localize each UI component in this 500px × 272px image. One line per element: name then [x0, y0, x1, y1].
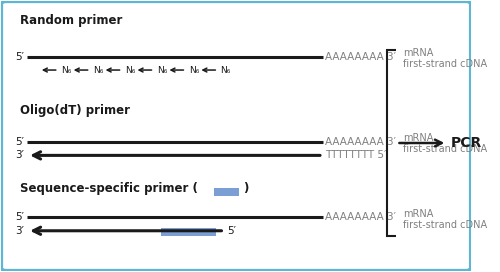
- FancyBboxPatch shape: [2, 1, 470, 271]
- Text: mRNA: mRNA: [402, 48, 433, 58]
- Text: mRNA: mRNA: [402, 133, 433, 143]
- Text: N₆: N₆: [220, 66, 231, 75]
- Text: Sequence-specific primer (: Sequence-specific primer (: [20, 182, 198, 195]
- Text: TTTTTTTT 5′: TTTTTTTT 5′: [325, 150, 386, 160]
- Bar: [161, 228, 216, 236]
- Text: 5′: 5′: [15, 212, 24, 222]
- Text: mRNA: mRNA: [402, 209, 433, 218]
- Text: 5′: 5′: [15, 52, 24, 61]
- Text: N₆: N₆: [156, 66, 167, 75]
- Bar: [214, 188, 240, 196]
- Text: 3′: 3′: [15, 150, 24, 160]
- Text: N₆: N₆: [61, 66, 72, 75]
- Text: N₆: N₆: [93, 66, 104, 75]
- Text: AAAAAAAA 3′: AAAAAAAA 3′: [325, 137, 396, 147]
- Text: PCR: PCR: [451, 136, 482, 150]
- Text: Oligo(dT) primer: Oligo(dT) primer: [20, 104, 130, 117]
- Text: AAAAAAAA 3′: AAAAAAAA 3′: [325, 212, 396, 222]
- Text: first-strand cDNA: first-strand cDNA: [402, 59, 487, 69]
- Text: Random primer: Random primer: [20, 14, 122, 27]
- Text: AAAAAAAA 3′: AAAAAAAA 3′: [325, 52, 396, 61]
- Text: 3′: 3′: [15, 226, 24, 236]
- Text: first-strand cDNA: first-strand cDNA: [402, 220, 487, 230]
- Text: 5′: 5′: [15, 137, 24, 147]
- Text: ): ): [243, 182, 248, 195]
- Text: 5′: 5′: [228, 226, 236, 236]
- Text: N₆: N₆: [188, 66, 199, 75]
- Text: N₆: N₆: [125, 66, 135, 75]
- Text: first-strand cDNA: first-strand cDNA: [402, 144, 487, 154]
